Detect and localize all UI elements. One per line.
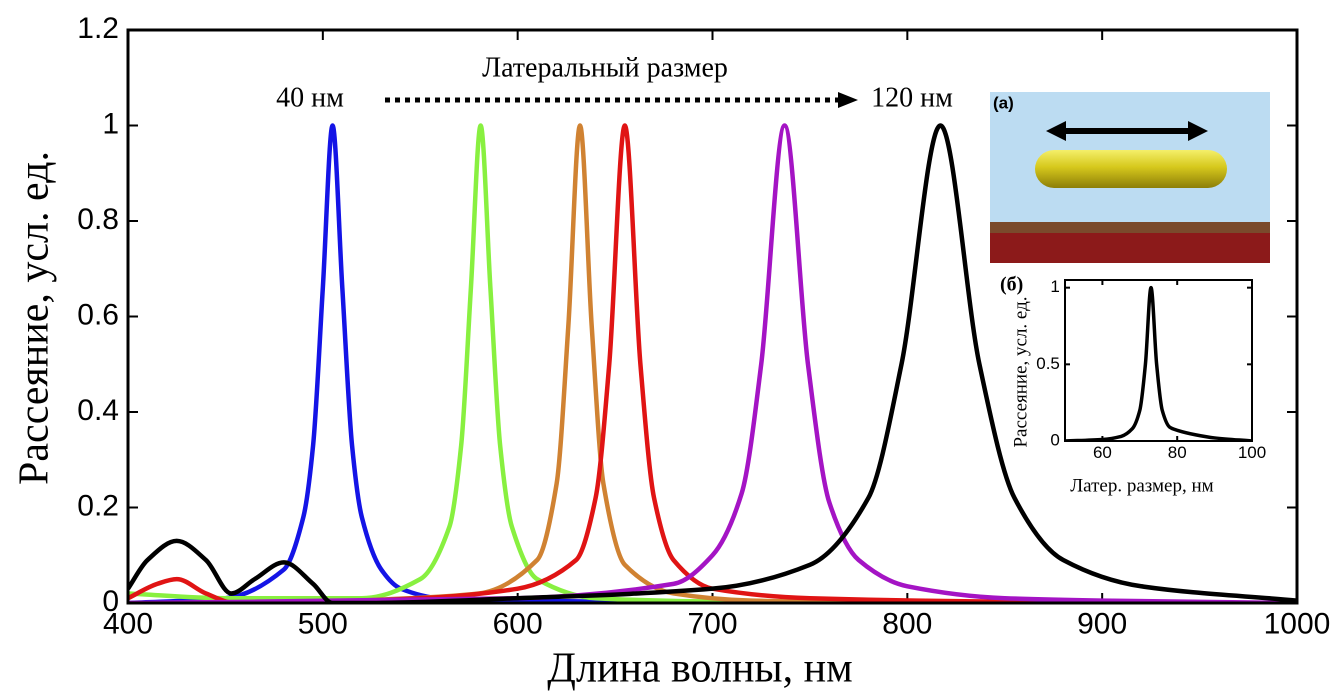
arrow-head (838, 92, 858, 108)
panel-label: (б) (1000, 274, 1023, 296)
y-tick-label: 0.5 (1036, 354, 1060, 373)
substrate (990, 233, 1270, 263)
y-axis-label: Рассеяние, усл. ед. (1010, 296, 1031, 447)
y-tick-label: 0.6 (77, 298, 119, 331)
y-tick-label: 0 (102, 585, 119, 618)
arrow-head (1188, 121, 1208, 141)
series-line (1065, 285, 1252, 441)
plot-lines (1065, 285, 1252, 441)
x-tick-label: 80 (1168, 443, 1187, 462)
x-tick-label: 700 (687, 607, 737, 640)
arrow-head (1046, 121, 1066, 141)
y-tick-label: 0.8 (77, 203, 119, 236)
y-tick-label: 0.4 (77, 394, 119, 427)
y-tick-label: 1.2 (77, 12, 119, 45)
panel-label: (a) (993, 93, 1014, 112)
series-line (361, 123, 908, 603)
x-tick-label: 400 (103, 607, 153, 640)
y-tick-label: 0.2 (77, 489, 119, 522)
x-tick-label: 800 (882, 607, 932, 640)
layer (990, 222, 1270, 233)
x-tick-label: 100 (1238, 443, 1266, 462)
x-tick-label: 900 (1077, 607, 1127, 640)
inset-a: (a) (990, 92, 1270, 263)
series-line (128, 123, 908, 603)
nanorod (1035, 150, 1227, 188)
annotation: 40 нм (276, 82, 344, 113)
y-tick-label: 0 (1050, 430, 1059, 449)
x-tick-label: 1000 (1264, 607, 1331, 640)
x-axis-label: Длина волны, нм (547, 646, 852, 692)
x-tick-label: 600 (493, 607, 543, 640)
plot-frame (1064, 279, 1253, 442)
series-line (128, 123, 713, 603)
y-tick-label: 1 (102, 107, 119, 140)
annotation: 120 нм (871, 82, 953, 113)
x-tick-label: 60 (1093, 443, 1112, 462)
x-tick-label: 500 (298, 607, 348, 640)
series-line (128, 123, 1297, 603)
annotation: Латеральный размер (482, 52, 728, 83)
y-axis-label: Рассеяние, усл. ед. (12, 151, 58, 485)
x-axis-label: Латер. размер, нм (1070, 475, 1213, 496)
y-tick-label: 1 (1050, 277, 1059, 296)
plot-frame (126, 28, 1299, 605)
